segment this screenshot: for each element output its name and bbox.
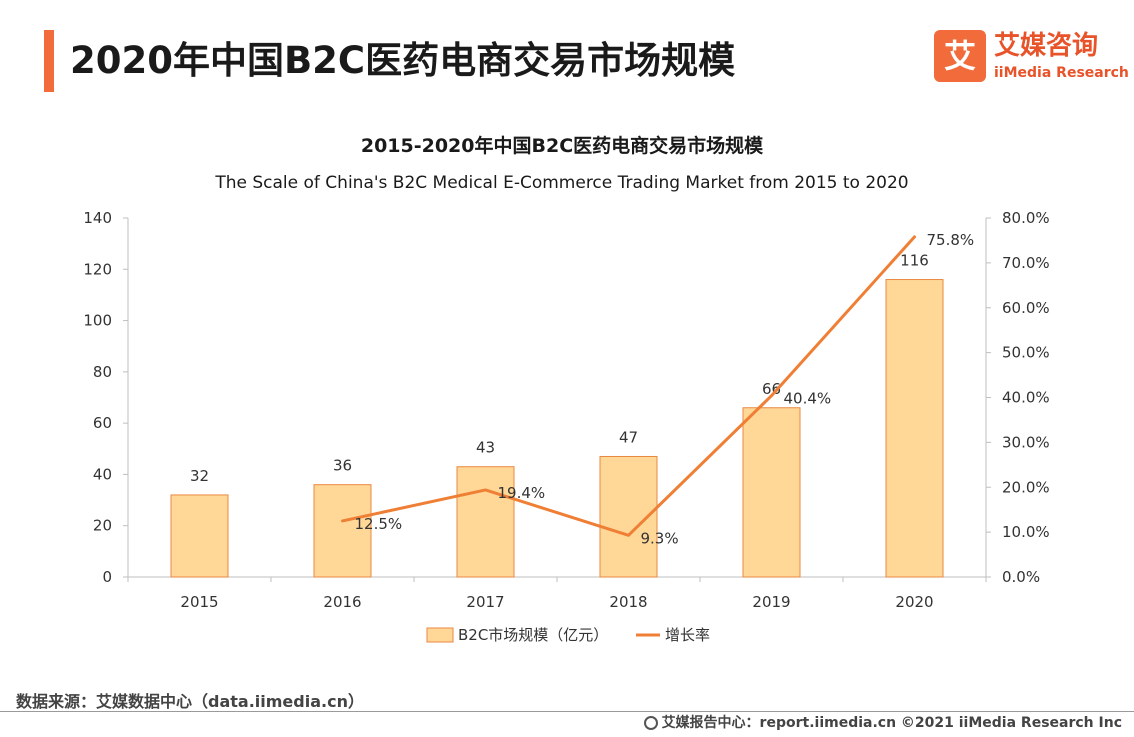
y-left-tick-label: 40 bbox=[93, 465, 112, 483]
y-right-tick-label: 70.0% bbox=[1002, 254, 1050, 272]
growth-rate-label: 75.8% bbox=[927, 231, 975, 249]
x-tick-label: 2017 bbox=[466, 593, 504, 611]
bar bbox=[885, 279, 944, 578]
legend: B2C市场规模（亿元） 增长率 bbox=[426, 626, 710, 644]
x-tick-label: 2020 bbox=[895, 593, 933, 611]
y-left-tick-label: 60 bbox=[93, 414, 112, 432]
y-right-tick-label: 30.0% bbox=[1002, 433, 1050, 451]
y-right-tick-label: 80.0% bbox=[1002, 209, 1050, 227]
bar-value-label: 66 bbox=[762, 380, 781, 398]
bar bbox=[742, 407, 801, 578]
footer-divider bbox=[0, 711, 1134, 712]
globe-icon bbox=[643, 716, 658, 730]
footer-credit: 艾媒报告中心：report.iimedia.cn ©2021 iiMedia R… bbox=[643, 713, 1122, 733]
y-right-tick-label: 0.0% bbox=[1002, 568, 1040, 586]
y-left-tick-label: 20 bbox=[93, 517, 112, 535]
growth-rate-label: 9.3% bbox=[641, 529, 679, 547]
data-source: 数据来源：艾媒数据中心（data.iimedia.cn） bbox=[16, 692, 364, 711]
growth-rate-label: 40.4% bbox=[784, 390, 832, 408]
y-left-tick-label: 140 bbox=[83, 209, 112, 227]
y-right-tick-label: 60.0% bbox=[1002, 299, 1050, 317]
x-tick-label: 2015 bbox=[180, 593, 218, 611]
growth-rate-label: 19.4% bbox=[498, 484, 546, 502]
title-accent-bar bbox=[44, 30, 54, 92]
logo-mark-icon: 艾 bbox=[934, 30, 986, 82]
chart: 2015-2020年中国B2C医药电商交易市场规模 The Scale of C… bbox=[83, 134, 1049, 644]
growth-rate-line bbox=[341, 235, 916, 537]
bar-value-label: 47 bbox=[619, 428, 638, 446]
legend-line-label: 增长率 bbox=[665, 626, 710, 644]
logo-name-en: iiMedia Research bbox=[994, 65, 1129, 81]
y-right-tick-label: 50.0% bbox=[1002, 344, 1050, 362]
bar bbox=[170, 494, 229, 578]
brand-logo: 艾 艾媒咨询 iiMedia Research bbox=[934, 30, 1129, 90]
logo-name-cn: 艾媒咨询 bbox=[994, 31, 1099, 61]
y-left-tick-label: 120 bbox=[83, 260, 112, 278]
chart-subtitle: The Scale of China's B2C Medical E-Comme… bbox=[214, 173, 908, 193]
bar-value-label: 116 bbox=[900, 252, 929, 270]
bar bbox=[313, 484, 372, 578]
growth-rate-label: 12.5% bbox=[355, 515, 403, 533]
chart-title: 2015-2020年中国B2C医药电商交易市场规模 bbox=[361, 134, 764, 157]
footer-credit-text: 艾媒报告中心：report.iimedia.cn ©2021 iiMedia R… bbox=[661, 715, 1122, 731]
y-right-tick-label: 10.0% bbox=[1002, 523, 1050, 541]
bar-value-label: 43 bbox=[476, 439, 495, 457]
legend-bar-swatch bbox=[426, 627, 454, 643]
plot-area: 0 20 40 60 80 100 120 140 0.0% 10.0% 20.0% 30.0% 40.… bbox=[83, 209, 1049, 611]
bar-value-label: 36 bbox=[333, 457, 352, 475]
x-tick-label: 2018 bbox=[609, 593, 647, 611]
y-right-tick-label: 20.0% bbox=[1002, 478, 1050, 496]
y-left-tick-label: 100 bbox=[83, 312, 112, 330]
page-title: 2020年中国B2C医药电商交易市场规模 bbox=[70, 39, 736, 82]
x-tick-label: 2016 bbox=[323, 593, 361, 611]
y-left-tick-label: 0 bbox=[102, 568, 112, 586]
y-right-tick-label: 40.0% bbox=[1002, 389, 1050, 407]
bar bbox=[456, 466, 515, 578]
y-left-tick-label: 80 bbox=[93, 363, 112, 381]
legend-bar-label: B2C市场规模（亿元） bbox=[458, 626, 608, 644]
x-tick-label: 2019 bbox=[752, 593, 790, 611]
bar-value-label: 32 bbox=[190, 467, 209, 485]
